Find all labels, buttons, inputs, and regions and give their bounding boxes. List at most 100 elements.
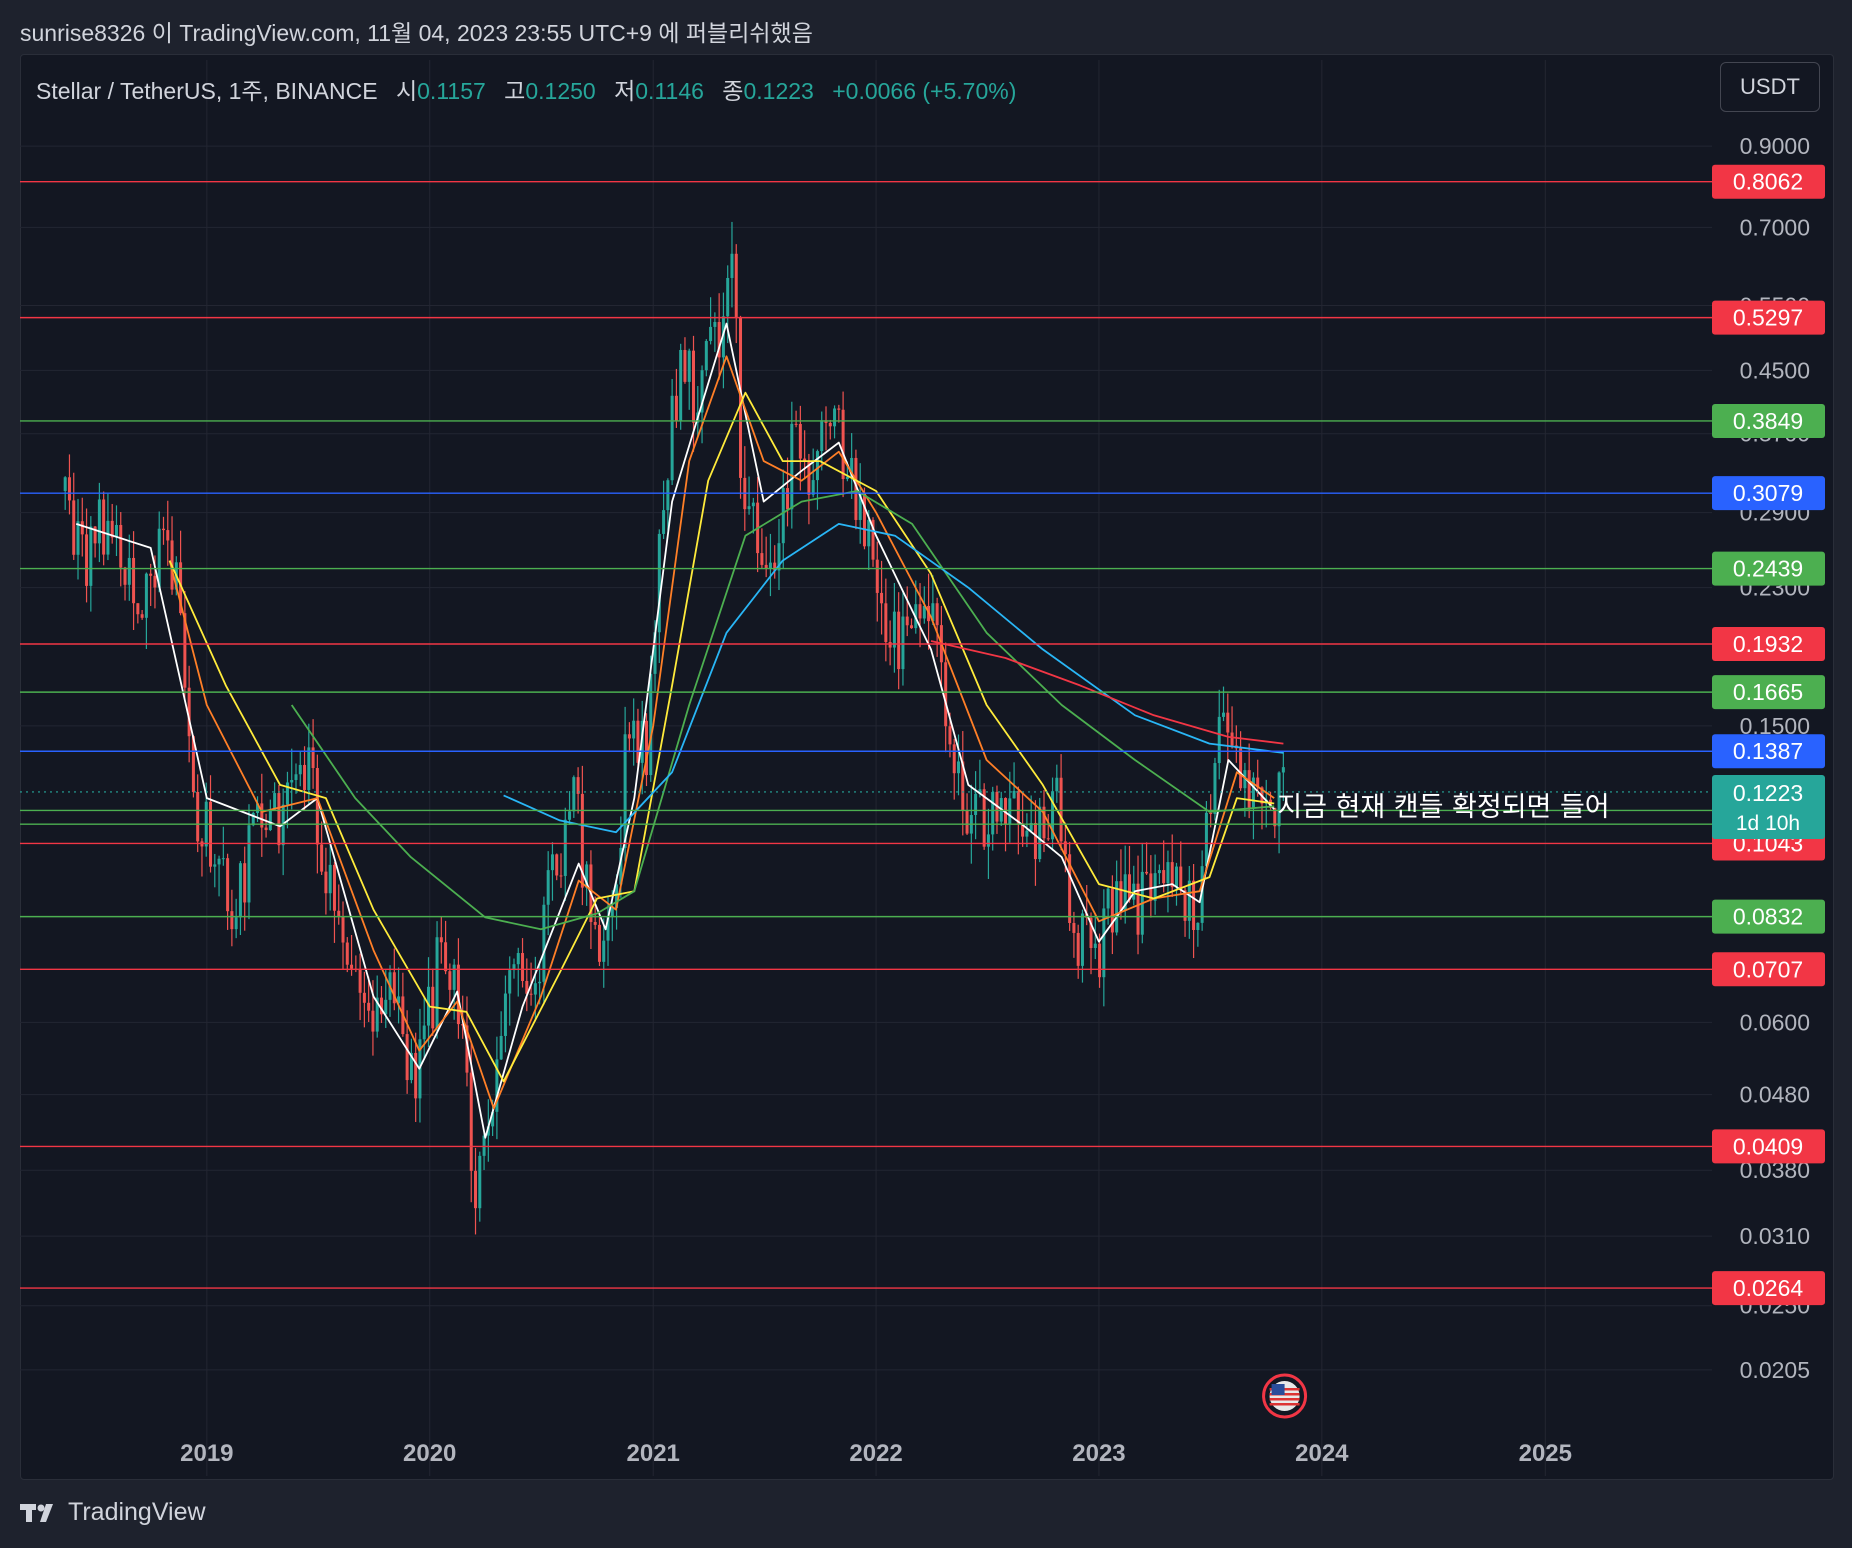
high-label: 고 (504, 78, 526, 104)
tradingview-footer: TradingView (20, 1498, 206, 1527)
candle-body (114, 524, 118, 538)
candle-body (290, 779, 294, 783)
candle-body (63, 477, 67, 491)
candle-body (1256, 777, 1260, 788)
candle-body (687, 350, 691, 382)
candle-body (213, 864, 217, 867)
candle-body (550, 854, 554, 871)
candle-body (106, 520, 110, 555)
flag-stripe (1269, 1403, 1300, 1406)
level-price-label: 0.0707 (1733, 956, 1803, 982)
candle-body (1179, 866, 1183, 891)
candle-body (841, 409, 845, 480)
candle-body (315, 768, 319, 845)
candle-body (1187, 880, 1191, 921)
tradingview-logo-icon (20, 1502, 60, 1524)
candle-body (469, 1072, 473, 1171)
candle-body (615, 884, 619, 908)
candle-body (1273, 807, 1277, 827)
candle-body (961, 761, 965, 811)
candle-body (80, 521, 84, 535)
candle-body (1119, 881, 1123, 911)
candle-body (371, 1010, 375, 1032)
currency-button[interactable]: USDT (1720, 62, 1820, 112)
candle-body (1145, 871, 1149, 874)
candle-body (209, 801, 213, 867)
candle-body (529, 993, 533, 995)
candle-body (820, 420, 824, 452)
x-tick-label: 2022 (849, 1440, 902, 1467)
candle-body (243, 863, 247, 903)
candle-body (516, 953, 520, 965)
candle-body (144, 573, 148, 618)
candle-body (700, 370, 704, 413)
current-price-label: 0.1223 (1733, 780, 1803, 806)
candle-body (230, 911, 234, 930)
candle-body (768, 562, 772, 569)
candle-body (76, 521, 80, 555)
candle-body (166, 530, 170, 541)
candle-body (717, 322, 721, 358)
candle-body (811, 480, 815, 495)
candle-body (512, 964, 516, 971)
candle-body (1029, 822, 1033, 831)
candle-body (563, 819, 567, 876)
candle-body (623, 734, 627, 848)
candle-body (499, 1035, 503, 1060)
candle-body (362, 992, 366, 1003)
candle-body (1012, 790, 1016, 799)
candle-body (670, 395, 674, 481)
y-tick-label: 0.7000 (1740, 214, 1810, 240)
candle-body (136, 603, 140, 615)
candle-body (892, 611, 896, 648)
candle-body (1042, 806, 1046, 839)
candle-body (238, 863, 242, 918)
candle-body (294, 774, 298, 780)
candle-body (666, 480, 670, 511)
candle-body (1222, 712, 1226, 717)
candle-body (1277, 772, 1281, 827)
candle-body (1059, 777, 1063, 842)
candle-body (251, 812, 255, 826)
candle-body (897, 611, 901, 670)
candle-body (905, 616, 909, 626)
candle-body (777, 543, 781, 571)
candle-body (572, 777, 576, 812)
level-price-tag (1712, 899, 1825, 934)
candle-body (273, 793, 277, 810)
candle-body (226, 858, 230, 912)
x-tick-label: 2025 (1519, 1440, 1572, 1467)
candle-body (850, 457, 854, 477)
level-price-tag (1712, 1271, 1825, 1306)
flag-canton (1271, 1384, 1285, 1395)
candle-body (786, 488, 790, 510)
candle-body (610, 907, 614, 917)
candle-body (187, 687, 191, 737)
candle-body (559, 875, 563, 877)
candle-body (72, 500, 76, 555)
candle-body (328, 864, 332, 894)
level-price-label: 0.2439 (1733, 556, 1803, 582)
candle-body (256, 803, 260, 813)
level-price-label: 0.0409 (1733, 1133, 1803, 1159)
candle-body (320, 844, 324, 872)
moving-average-line (503, 523, 1284, 834)
candle-body (781, 488, 785, 544)
candle-body (508, 970, 512, 994)
level-price-tag (1712, 476, 1825, 511)
candle-body (1055, 777, 1059, 792)
low-label: 저 (614, 78, 636, 104)
candle-body (982, 789, 986, 847)
moving-average-line (290, 490, 1275, 931)
candle-body (653, 632, 657, 674)
candle-body (1136, 883, 1140, 935)
candle-body (161, 528, 165, 531)
current-price-tag (1712, 774, 1825, 839)
level-price-tag (1712, 1129, 1825, 1164)
candle-body (1243, 770, 1247, 789)
chart-panel[interactable] (20, 54, 1834, 1480)
candle-body (1196, 922, 1200, 931)
candle-body (580, 793, 584, 888)
candle-body (127, 557, 131, 585)
